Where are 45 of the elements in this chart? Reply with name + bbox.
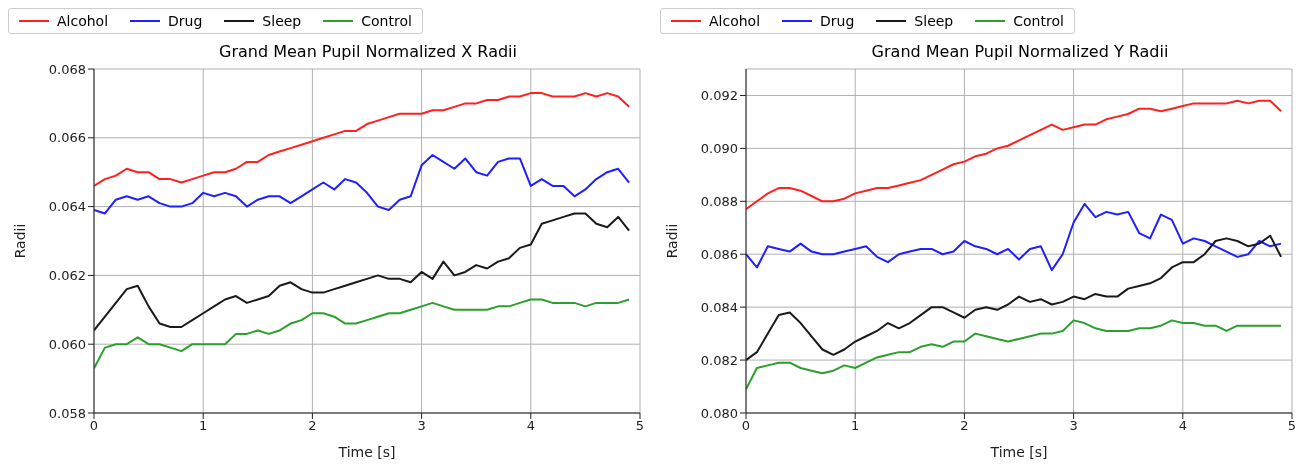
line-series [94, 154, 631, 215]
y-tick-label: 0.080 [700, 405, 738, 421]
y-axis-title: Radii [663, 223, 680, 259]
chart-title: Grand Mean Pupil Normalized Y Radii [870, 42, 1170, 61]
line-series [746, 319, 1283, 391]
legend-label: Drug [167, 13, 203, 29]
line-series [94, 92, 631, 187]
y-tick-label: 0.092 [700, 88, 738, 104]
x-tick-label: 0 [89, 418, 99, 434]
y-tick-label: 0.068 [48, 61, 86, 77]
x-tick-label: 4 [526, 418, 535, 434]
y-tick-label: 0.064 [48, 199, 86, 215]
x-tick-label: 5 [635, 418, 645, 434]
x-axis-title: Time [s] [337, 444, 396, 460]
y-tick-label: 0.088 [700, 193, 738, 209]
y-axis-title: Radii [11, 223, 28, 259]
y-tick-label: 0.086 [700, 246, 738, 262]
x-tick-label: 2 [960, 418, 969, 434]
legend-label: Control [360, 13, 412, 29]
x-tick-label: 2 [308, 418, 317, 434]
y-tick-label: 0.082 [700, 352, 738, 368]
x-tick-label: 3 [1069, 418, 1078, 434]
x-tick-label: 1 [851, 418, 860, 434]
chart-title: Grand Mean Pupil Normalized X Radii [218, 42, 518, 61]
line-series [746, 99, 1283, 211]
x-tick-label: 0 [741, 418, 751, 434]
x-tick-label: 1 [199, 418, 208, 434]
x-axis-title: Time [s] [989, 444, 1048, 460]
legend-label: Drug [819, 13, 855, 29]
y-tick-label: 0.060 [48, 336, 86, 352]
line-series [746, 202, 1283, 272]
legend-label: Sleep [913, 13, 954, 29]
x-tick-label: 3 [417, 418, 426, 434]
y-tick-label: 0.090 [700, 141, 738, 156]
line-series [94, 298, 631, 370]
legend-label: Alcohol [56, 13, 109, 29]
y-tick-label: 0.084 [700, 299, 738, 315]
x-tick-label: 4 [1178, 418, 1187, 434]
legend-label: Control [1012, 13, 1064, 29]
y-tick-label: 0.062 [48, 268, 86, 284]
legend-label: Alcohol [708, 13, 761, 29]
y-tick-label: 0.066 [48, 130, 86, 146]
x-tick-label: 5 [1287, 418, 1297, 434]
y-tick-label: 0.058 [48, 405, 86, 421]
legend-label: Sleep [261, 13, 302, 29]
